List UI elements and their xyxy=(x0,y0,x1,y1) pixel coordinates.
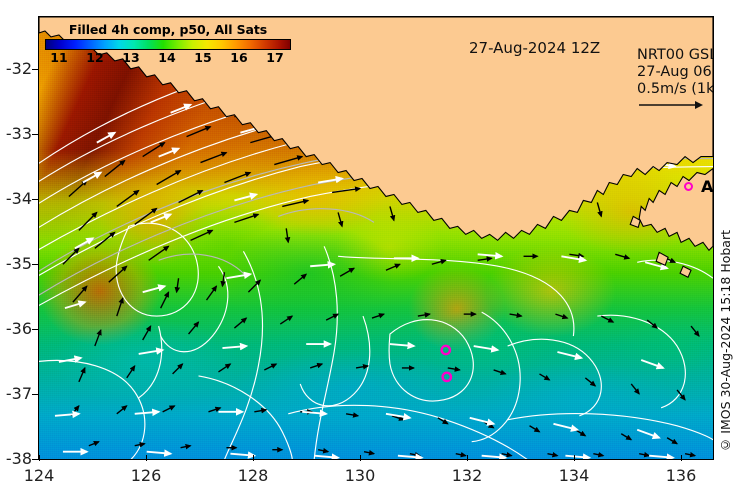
x-axis-label: 132 xyxy=(451,466,483,485)
x-tick-mark xyxy=(253,455,254,461)
x-axis-label: 130 xyxy=(344,466,376,485)
colorbar-tick: 11 xyxy=(50,50,68,65)
x-tick-mark xyxy=(681,455,682,461)
y-tick-mark xyxy=(32,459,38,460)
x-axis-label: 134 xyxy=(558,466,590,485)
model-info-block: NRT00 GSL 27-Aug 06:00Z 0.5m/s (1kt 24h) xyxy=(637,47,714,116)
argo-float-marker[interactable] xyxy=(441,371,453,383)
info-line-product: NRT00 GSL xyxy=(637,47,714,63)
x-tick-mark xyxy=(146,455,147,461)
argo-legend-label: Argo xyxy=(701,177,714,196)
y-tick-mark xyxy=(32,134,38,135)
x-tick-mark xyxy=(39,455,40,461)
info-line-vector-scale: 0.5m/s (1kt 24h) xyxy=(637,81,714,97)
x-axis-label: 126 xyxy=(130,466,162,485)
colorbar-tick: 16 xyxy=(230,50,248,65)
colorbar-tick: 12 xyxy=(86,50,104,65)
x-tick-mark xyxy=(467,455,468,461)
y-tick-mark xyxy=(32,69,38,70)
argo-marker-icon xyxy=(684,182,693,191)
colorbar-tick: 17 xyxy=(266,50,284,65)
colorbar-tick: 14 xyxy=(158,50,176,65)
x-axis-label: 124 xyxy=(23,466,55,485)
y-tick-mark xyxy=(32,394,38,395)
y-tick-mark xyxy=(32,199,38,200)
colorbar-tick-labels: 11 12 13 14 15 16 17 xyxy=(45,50,291,65)
x-axis-label: 128 xyxy=(237,466,269,485)
imos-credit-text: © IMOS 30-Aug-2024 15:18 Hobart xyxy=(718,230,733,453)
vector-scale-arrow-icon xyxy=(639,101,703,109)
argo-float-marker[interactable] xyxy=(440,344,452,356)
y-tick-mark xyxy=(32,264,38,265)
colorbar-tick: 15 xyxy=(194,50,212,65)
colorbar-gradient xyxy=(45,39,291,50)
map-date-title: 27-Aug-2024 12Z xyxy=(469,39,601,57)
x-tick-mark xyxy=(360,455,361,461)
colorbar-tick: 13 xyxy=(122,50,140,65)
info-line-timestamp: 27-Aug 06:00Z xyxy=(637,64,713,80)
x-axis-label: 136 xyxy=(665,466,697,485)
argo-float-markers[interactable] xyxy=(39,17,713,460)
x-tick-mark xyxy=(574,455,575,461)
colorbar-title: Filled 4h comp, p50, All Sats xyxy=(68,22,268,37)
coastline-land-mask xyxy=(39,17,713,278)
map-plot-area[interactable]: Filled 4h comp, p50, All Sats 11 12 13 1… xyxy=(38,16,714,460)
argo-legend: Argo xyxy=(684,177,714,196)
colorbar-legend: Filled 4h comp, p50, All Sats 11 12 13 1… xyxy=(45,23,291,65)
y-tick-mark xyxy=(32,329,38,330)
